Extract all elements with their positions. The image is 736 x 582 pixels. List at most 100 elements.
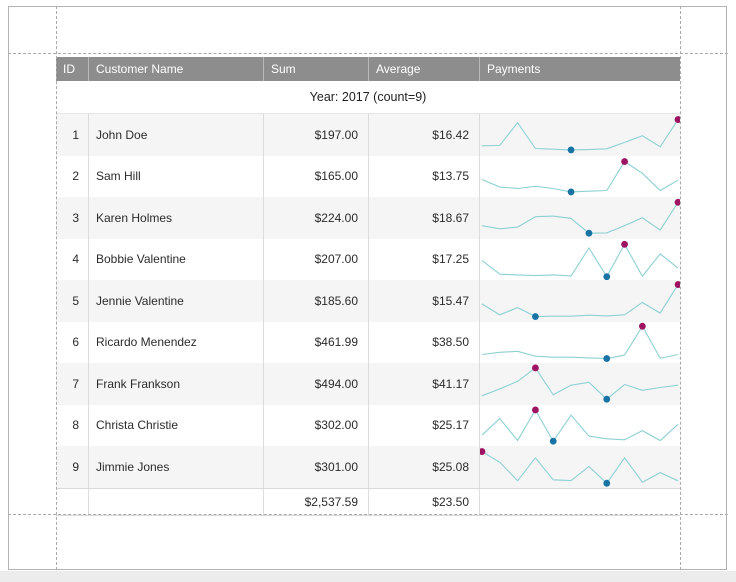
min-point-marker [603, 395, 611, 403]
sum-value: $165.00 [263, 155, 368, 197]
customer-name: Ricardo Menendez [88, 321, 263, 363]
group-header: Year: 2017 (count=9) [56, 81, 680, 114]
sum-value: $197.00 [263, 114, 368, 156]
row-id: 3 [72, 210, 79, 225]
payments-cell [479, 404, 680, 446]
payments-cell [479, 363, 680, 405]
sparkline-path [481, 242, 679, 278]
payments-sparkline [481, 406, 679, 445]
sparkline-path [481, 119, 679, 151]
average-value: $16.42 [368, 114, 479, 156]
sparkline-path [481, 324, 679, 359]
sparkline-path [481, 451, 679, 485]
average-value: $15.47 [368, 280, 479, 322]
table-footer-row: $2,537.59 $23.50 [56, 487, 680, 516]
payments-sparkline [480, 448, 679, 487]
customer-name: Sam Hill [88, 155, 263, 197]
customer-name: Jimmie Jones [88, 446, 263, 488]
table-row: 5 Jennie Valentine $185.60 $15.47 [56, 280, 680, 322]
sum-value: $185.60 [263, 280, 368, 322]
row-id: 9 [72, 459, 79, 474]
row-id: 8 [72, 418, 79, 433]
payments-sparkline [481, 364, 679, 403]
sum-value: $207.00 [263, 238, 368, 280]
row-id: 6 [72, 335, 79, 350]
footer-name-cell [88, 488, 263, 515]
min-point-marker [567, 146, 575, 154]
max-point-marker [674, 116, 680, 124]
row-id: 7 [72, 376, 79, 391]
sparkline-path [481, 201, 679, 234]
payments-sparkline [481, 281, 680, 320]
payments-cell [479, 197, 680, 239]
row-id: 5 [72, 293, 79, 308]
table-row: 8 Christa Christie $302.00 $25.17 [56, 404, 680, 446]
max-point-marker [480, 448, 486, 456]
table-row: 3 Karen Holmes $224.00 $18.67 [56, 197, 680, 239]
report-table: ID Customer Name Sum Average Payments Ye… [56, 57, 680, 516]
sum-value: $461.99 [263, 321, 368, 363]
column-header-average: Average [368, 57, 479, 81]
payments-cell [479, 155, 680, 197]
sparkline-path [481, 408, 679, 442]
column-header-sum: Sum [263, 57, 368, 81]
payments-cell [479, 238, 680, 280]
table-row: 7 Frank Frankson $494.00 $41.17 [56, 363, 680, 405]
min-point-marker [567, 187, 575, 195]
payments-sparkline [481, 157, 679, 195]
max-point-marker [532, 406, 539, 413]
footer-id-cell [56, 489, 88, 515]
payments-cell [479, 446, 680, 488]
customer-name: Bobbie Valentine [88, 238, 263, 280]
column-header-id: ID [63, 62, 75, 76]
customer-name: Frank Frankson [88, 363, 263, 405]
min-point-marker [532, 313, 539, 320]
table-header-row: ID Customer Name Sum Average Payments [56, 57, 680, 81]
max-point-marker [674, 281, 680, 288]
max-point-marker [621, 240, 628, 248]
footer-average-total: $23.50 [368, 488, 479, 515]
customer-name: Karen Holmes [88, 197, 263, 239]
average-value: $17.25 [368, 238, 479, 280]
sum-value: $224.00 [263, 197, 368, 239]
sparkline-path [481, 284, 679, 318]
max-point-marker [532, 364, 539, 372]
table-body: 1 John Doe $197.00 $16.42 2 Sam Hill $165.00 $1… [56, 114, 680, 488]
column-header-customer: Customer Name [88, 57, 263, 81]
max-point-marker [674, 198, 680, 206]
row-id: 1 [72, 127, 79, 142]
payments-sparkline [481, 240, 679, 280]
sum-value: $302.00 [263, 404, 368, 446]
average-value: $25.08 [368, 446, 479, 488]
average-value: $38.50 [368, 321, 479, 363]
payments-sparkline [481, 322, 679, 362]
footer-payments-cell [479, 488, 680, 515]
row-id: 4 [72, 252, 79, 267]
table-row: 9 Jimmie Jones $301.00 $25.08 [56, 446, 680, 488]
min-point-marker [585, 229, 593, 237]
min-point-marker [603, 479, 611, 487]
average-value: $41.17 [368, 363, 479, 405]
average-value: $25.17 [368, 404, 479, 446]
average-value: $13.75 [368, 155, 479, 197]
table-row: 1 John Doe $197.00 $16.42 [56, 114, 680, 156]
table-row: 2 Sam Hill $165.00 $13.75 [56, 155, 680, 197]
payments-cell [479, 321, 680, 363]
customer-name: John Doe [88, 114, 263, 156]
max-point-marker [639, 322, 646, 330]
payments-cell [479, 280, 680, 322]
table-row: 6 Ricardo Menendez $461.99 $38.50 [56, 321, 680, 363]
sum-value: $301.00 [263, 446, 368, 488]
column-header-payments: Payments [479, 57, 680, 81]
customer-name: Christa Christie [88, 404, 263, 446]
sparkline-path [481, 160, 679, 192]
sum-value: $494.00 [263, 363, 368, 405]
preview-background [0, 571, 736, 582]
min-point-marker [603, 272, 611, 280]
footer-sum-total: $2,537.59 [263, 488, 368, 515]
max-point-marker [621, 157, 628, 165]
payments-cell [479, 114, 680, 156]
sparkline-path [481, 367, 679, 400]
payments-sparkline [481, 116, 680, 154]
min-point-marker [603, 354, 611, 362]
